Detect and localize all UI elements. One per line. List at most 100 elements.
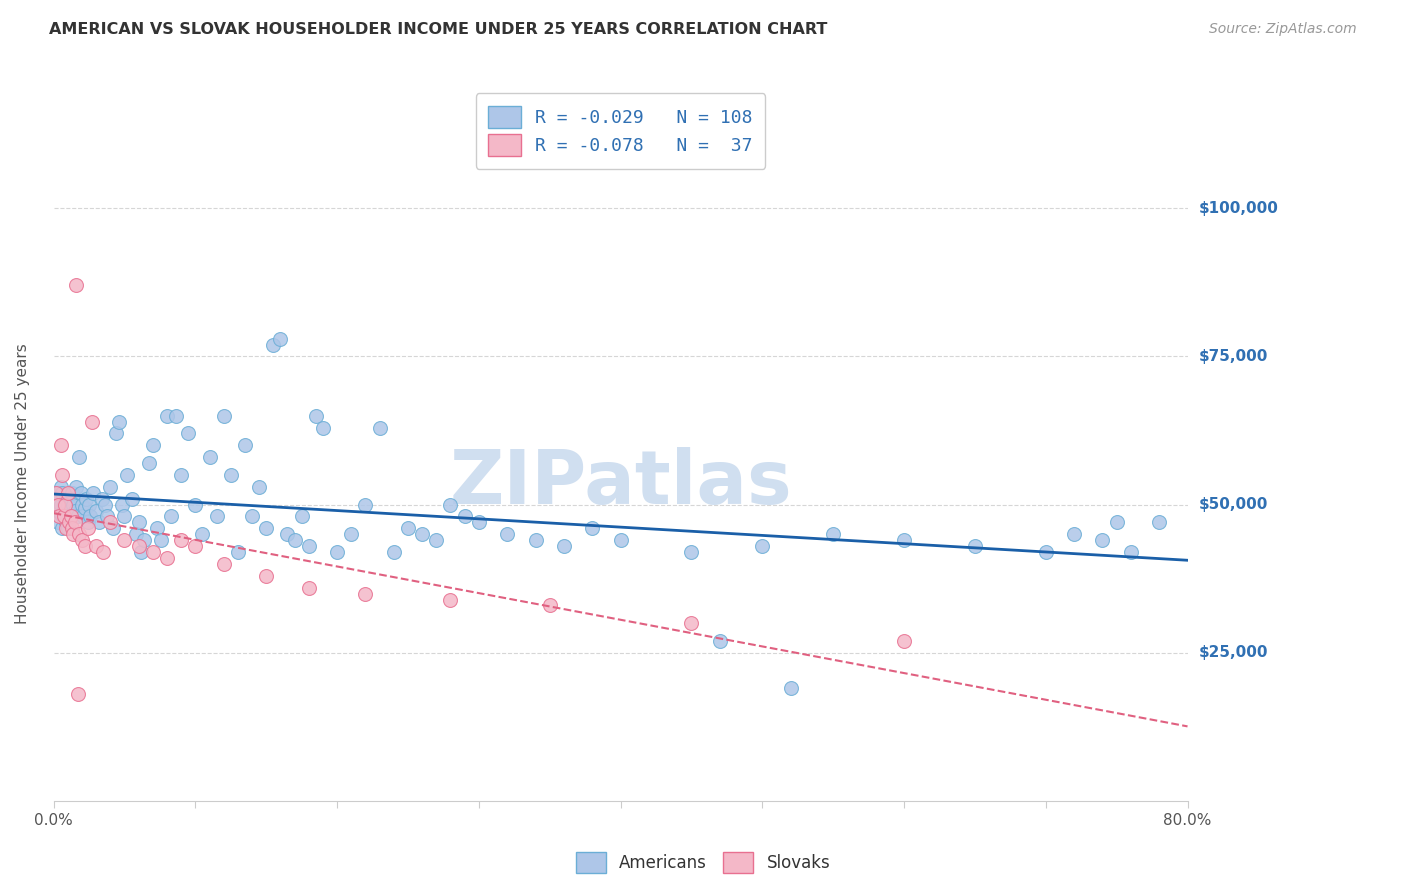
Point: [247, 480, 270, 494]
Point: [538, 599, 561, 613]
Point: [46, 498, 69, 512]
Point: [269, 332, 291, 346]
Point: [58, 509, 80, 524]
Point: [1063, 527, 1085, 541]
Point: [111, 498, 134, 512]
Point: [104, 426, 127, 441]
Point: [131, 545, 153, 559]
Point: [60, 521, 83, 535]
Point: [76, 516, 98, 530]
Point: [51, 521, 73, 535]
Point: [56, 521, 79, 535]
Point: [1119, 545, 1142, 559]
Point: [1091, 533, 1114, 548]
Point: [368, 420, 391, 434]
Point: [65, 278, 87, 293]
Point: [142, 545, 165, 559]
Point: [184, 498, 207, 512]
Point: [128, 516, 150, 530]
Point: [524, 533, 547, 548]
Point: [226, 545, 249, 559]
Text: $100,000: $100,000: [1199, 201, 1278, 216]
Point: [45, 485, 67, 500]
Point: [98, 516, 121, 530]
Point: [114, 509, 136, 524]
Point: [453, 509, 475, 524]
Point: [340, 527, 363, 541]
Point: [205, 509, 228, 524]
Point: [56, 485, 79, 500]
Point: [75, 491, 97, 506]
Point: [212, 409, 235, 423]
Point: [52, 509, 75, 524]
Point: [468, 516, 491, 530]
Point: [59, 491, 82, 506]
Point: [51, 485, 73, 500]
Point: [53, 503, 76, 517]
Point: [681, 616, 703, 631]
Point: [354, 586, 377, 600]
Point: [63, 516, 86, 530]
Point: [79, 509, 101, 524]
Point: [354, 498, 377, 512]
Point: [751, 539, 773, 553]
Point: [165, 409, 187, 423]
Point: [69, 485, 91, 500]
Text: Source: ZipAtlas.com: Source: ZipAtlas.com: [1209, 22, 1357, 37]
Point: [284, 533, 307, 548]
Point: [121, 491, 143, 506]
Point: [382, 545, 405, 559]
Point: [49, 507, 72, 521]
Point: [128, 539, 150, 553]
Point: [63, 503, 86, 517]
Point: [170, 467, 193, 482]
Point: [254, 569, 277, 583]
Point: [84, 539, 107, 553]
Text: ZIPatlas: ZIPatlas: [450, 448, 792, 520]
Point: [51, 467, 73, 482]
Point: [1035, 545, 1057, 559]
Point: [48, 503, 70, 517]
Text: $50,000: $50,000: [1199, 497, 1268, 512]
Point: [90, 491, 112, 506]
Point: [45, 498, 67, 512]
Point: [114, 533, 136, 548]
Point: [150, 533, 173, 548]
Point: [67, 450, 90, 465]
Point: [108, 415, 131, 429]
Point: [134, 533, 156, 548]
Point: [96, 509, 118, 524]
Point: [67, 527, 90, 541]
Point: [58, 503, 80, 517]
Point: [48, 509, 70, 524]
Point: [425, 533, 447, 548]
Point: [138, 456, 160, 470]
Y-axis label: Householder Income Under 25 years: Householder Income Under 25 years: [15, 343, 30, 624]
Point: [312, 420, 335, 434]
Point: [73, 500, 96, 515]
Point: [55, 516, 77, 530]
Point: [55, 491, 77, 506]
Point: [65, 480, 87, 494]
Point: [291, 509, 314, 524]
Point: [49, 498, 72, 512]
Legend: R = -0.029   N = 108, R = -0.078   N =  37: R = -0.029 N = 108, R = -0.078 N = 37: [475, 93, 765, 169]
Point: [198, 450, 221, 465]
Point: [553, 539, 575, 553]
Point: [52, 512, 75, 526]
Point: [125, 527, 148, 541]
Point: [496, 527, 519, 541]
Point: [609, 533, 631, 548]
Point: [76, 521, 98, 535]
Point: [49, 480, 72, 494]
Point: [581, 521, 603, 535]
Point: [82, 485, 104, 500]
Point: [87, 516, 110, 530]
Point: [156, 551, 179, 566]
Point: [59, 509, 82, 524]
Point: [93, 498, 115, 512]
Point: [156, 409, 179, 423]
Point: [48, 491, 70, 506]
Point: [233, 438, 256, 452]
Point: [170, 533, 193, 548]
